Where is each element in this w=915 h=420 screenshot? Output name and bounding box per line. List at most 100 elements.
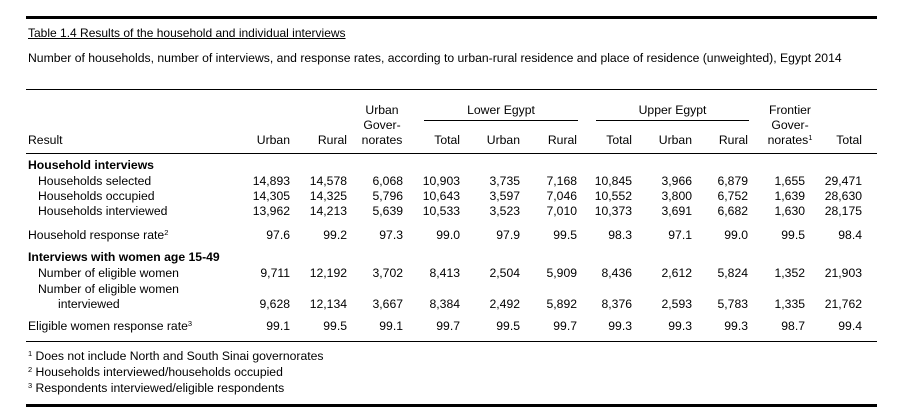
table-subtitle: Number of households, number of intervie…: [28, 51, 842, 65]
header-urban-gov-1: Urban: [365, 103, 399, 117]
table-cell: 98.3: [608, 228, 632, 242]
table-cell: 97.9: [496, 228, 520, 242]
table-cell: 99.5: [496, 319, 520, 333]
table-cell: 99.5: [553, 228, 577, 242]
table-cell: 8,413: [429, 266, 461, 280]
table-cell: 97.1: [668, 228, 692, 242]
row-label: interviewed: [58, 297, 120, 311]
table-row: interviewed 9,628 12,134 3,667 8,384 2,4…: [0, 297, 915, 312]
table-cell: 99.1: [379, 319, 403, 333]
footnote-2: 2 Households interviewed/households occu…: [28, 365, 283, 379]
footnote-mark: 1: [808, 133, 813, 142]
table-row: Households occupied 14,305 14,325 5,796 …: [0, 189, 915, 204]
table-cell: 28,175: [824, 204, 862, 218]
header-urban-gov-3: norates: [361, 133, 403, 147]
table-cell: 99.2: [323, 228, 347, 242]
section-heading: Household interviews: [28, 158, 154, 172]
header-urban-gov-2: Gover-: [363, 118, 401, 132]
table-cell: 12,134: [309, 297, 347, 311]
table-cell: 10,903: [422, 174, 460, 188]
table-cell: 97.6: [266, 228, 290, 242]
table-cell: 5,639: [372, 204, 404, 218]
table-cell: 13,962: [252, 204, 290, 218]
row-label: Number of eligible women: [38, 282, 179, 296]
table-cell: 14,893: [252, 174, 290, 188]
table-cell: 14,325: [309, 189, 347, 203]
upper-egypt-rule: [596, 120, 749, 121]
header-le-total: Total: [434, 133, 460, 147]
table-cell: 1,352: [774, 266, 806, 280]
table-cell: 6,752: [717, 189, 749, 203]
table-cell: 9,711: [260, 266, 290, 280]
table-cell: 5,909: [546, 266, 578, 280]
table-cell: 3,691: [661, 204, 693, 218]
table-cell: 8,376: [601, 297, 633, 311]
table-cell: 3,597: [489, 189, 521, 203]
table-cell: 1,335: [774, 297, 806, 311]
header-urban: Urban: [256, 133, 290, 147]
table-cell: 3,523: [489, 204, 521, 218]
table-cell: 2,612: [661, 266, 693, 280]
header-upper-egypt: Upper Egypt: [638, 103, 707, 117]
footnote-mark: 3: [187, 319, 193, 328]
table-cell: 10,533: [422, 204, 460, 218]
table-row: Number of eligible women 9,711 12,192 3,…: [0, 266, 915, 281]
row-label: Households interviewed: [38, 204, 168, 218]
section-women: Interviews with women age 15-49: [0, 250, 915, 265]
table-cell: 6,068: [372, 174, 404, 188]
table-cell: 2,492: [489, 297, 521, 311]
table-cell: 7,010: [546, 204, 578, 218]
table-cell: 3,966: [661, 174, 693, 188]
lower-egypt-rule: [424, 120, 578, 121]
table-row: Household response rate2 97.6 99.2 97.3 …: [0, 228, 915, 243]
table-cell: 99.4: [838, 319, 862, 333]
table-cell: 7,046: [546, 189, 578, 203]
table-cell: 21,762: [824, 297, 862, 311]
table-cell: 3,800: [661, 189, 693, 203]
footnote-1: 1 Does not include North and South Sinai…: [28, 349, 324, 363]
table-cell: 99.5: [323, 319, 347, 333]
table-cell: 6,682: [717, 204, 749, 218]
table-title: Table 1.4 Results of the household and i…: [28, 26, 346, 40]
table-cell: 99.0: [724, 228, 748, 242]
table-cell: 3,702: [372, 266, 404, 280]
top-rule: [26, 16, 877, 19]
table-cell: 99.3: [608, 319, 632, 333]
header-total: Total: [836, 133, 862, 147]
table-row: Eligible women response rate3 99.1 99.5 …: [0, 319, 915, 334]
header-frontier-1: Frontier: [769, 103, 811, 117]
row-label: Eligible women response rate3: [28, 319, 193, 333]
table-cell: 12,192: [309, 266, 347, 280]
table-cell: 99.7: [436, 319, 460, 333]
header-ue-total: Total: [606, 133, 632, 147]
table-cell: 5,783: [717, 297, 749, 311]
table-cell: 2,593: [661, 297, 693, 311]
header-bottom-rule: [26, 153, 877, 154]
table-cell: 29,471: [824, 174, 862, 188]
table-cell: 8,384: [429, 297, 461, 311]
header-ue-rural: Rural: [718, 133, 748, 147]
header-rural: Rural: [317, 133, 347, 147]
table-cell: 3,667: [372, 297, 404, 311]
table-row: Households selected 14,893 14,578 6,068 …: [0, 174, 915, 189]
table-cell: 28,630: [824, 189, 862, 203]
table-cell: 99.3: [724, 319, 748, 333]
bottom-rule: [26, 404, 877, 407]
table-cell: 99.3: [668, 319, 692, 333]
table-cell: 21,903: [824, 266, 862, 280]
table-cell: 14,305: [252, 189, 290, 203]
row-label: Households occupied: [38, 189, 155, 203]
header-lower-egypt: Lower Egypt: [467, 103, 535, 117]
table-cell: 1,655: [774, 174, 806, 188]
table-cell: 5,824: [717, 266, 749, 280]
header-ue-urban: Urban: [658, 133, 692, 147]
table-cell: 98.7: [781, 319, 805, 333]
table-cell: 1,630: [774, 204, 806, 218]
table-cell: 1,639: [774, 189, 806, 203]
table-cell: 10,845: [594, 174, 632, 188]
table-cell: 99.7: [553, 319, 577, 333]
header-le-rural: Rural: [547, 133, 577, 147]
table-cell: 10,643: [422, 189, 460, 203]
table-cell: 99.1: [266, 319, 290, 333]
header-frontier-3: norates1: [767, 133, 813, 147]
